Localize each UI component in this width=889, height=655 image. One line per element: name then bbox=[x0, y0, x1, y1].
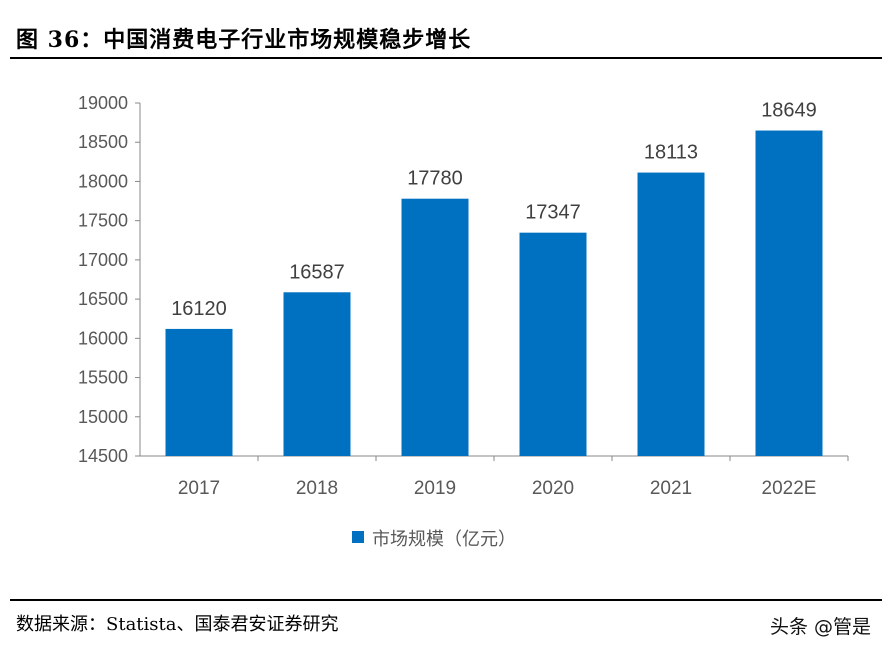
y-tick-label: 16500 bbox=[78, 289, 128, 309]
y-tick-label: 14500 bbox=[78, 446, 128, 466]
y-tick-label: 17000 bbox=[78, 250, 128, 270]
data-label: 16120 bbox=[171, 298, 227, 320]
x-tick-label: 2017 bbox=[178, 478, 220, 499]
y-tick-label: 15000 bbox=[78, 407, 128, 427]
data-label: 16587 bbox=[289, 261, 345, 283]
figure-title: 图 36：中国消费电子行业市场规模稳步增长 bbox=[16, 27, 472, 53]
bar-2019 bbox=[401, 198, 469, 457]
y-tick-label: 15500 bbox=[78, 368, 128, 388]
x-tick-label: 2018 bbox=[296, 478, 338, 499]
y-tick-label: 17500 bbox=[78, 211, 128, 231]
source-note: 数据来源：Statista、国泰君安证券研究 bbox=[16, 614, 339, 635]
watermark: 头条 @管是 bbox=[769, 616, 871, 638]
y-tick-label: 18000 bbox=[78, 171, 128, 191]
x-tick-label: 2022E bbox=[762, 478, 817, 499]
data-label: 18113 bbox=[644, 142, 698, 164]
x-tick-label: 2021 bbox=[650, 478, 692, 499]
bar-2020 bbox=[519, 232, 587, 456]
legend-label: 市场规模（亿元） bbox=[372, 529, 516, 550]
x-tick-label: 2020 bbox=[532, 478, 574, 499]
bar-2022E bbox=[755, 130, 823, 456]
bar-2018 bbox=[283, 292, 351, 456]
y-tick-label: 19000 bbox=[78, 93, 128, 113]
y-tick-label: 16000 bbox=[78, 328, 128, 348]
source-divider bbox=[10, 599, 882, 601]
legend-swatch bbox=[352, 531, 364, 543]
title-divider bbox=[10, 57, 882, 59]
x-tick-label: 2019 bbox=[414, 478, 456, 499]
bar-2017 bbox=[165, 328, 233, 456]
data-label: 18649 bbox=[761, 100, 817, 122]
data-label: 17347 bbox=[525, 202, 581, 224]
y-tick-label: 18500 bbox=[78, 132, 128, 152]
data-label: 17780 bbox=[407, 168, 463, 190]
bar-chart: 14500 15000 15500 16000 16500 17000 17500 18000… bbox=[78, 93, 849, 550]
bar-2021 bbox=[637, 172, 705, 457]
